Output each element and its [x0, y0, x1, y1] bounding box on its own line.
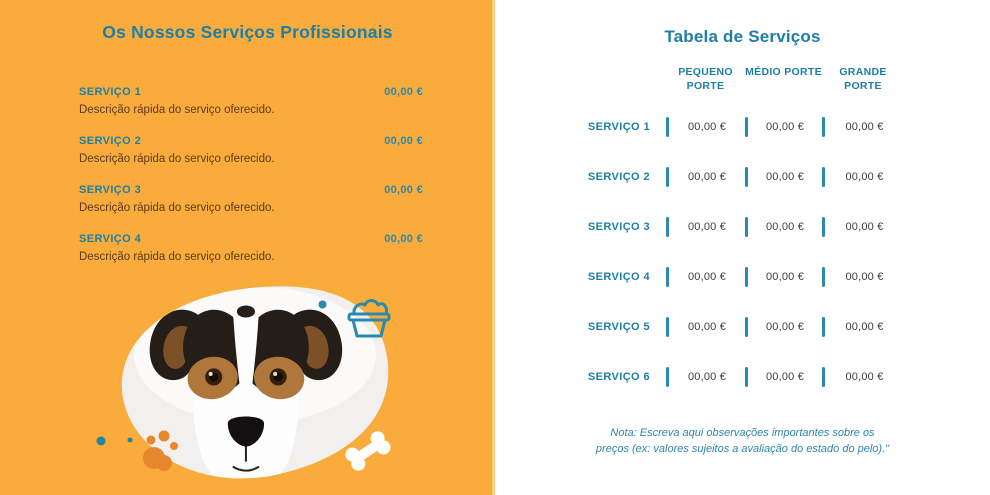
service-name: SERVIÇO 2: [79, 134, 142, 147]
price-cell: 00,00 €: [745, 352, 822, 402]
row-label: SERVIÇO 5: [587, 321, 650, 333]
price-table: PEQUENO PORTE MÉDIO PORTE GRANDE PORTE S…: [580, 66, 904, 402]
divider-bar: [666, 217, 669, 237]
bone-icon: [345, 431, 391, 471]
service-name: SERVIÇO 4: [79, 232, 142, 245]
right-panel-title: Tabela de Serviços: [664, 27, 821, 46]
price-value: 00,00 €: [845, 271, 884, 283]
price-cell: 00,00 €: [822, 352, 904, 402]
service-description: Descrição rápida do serviço oferecido.: [79, 250, 275, 263]
dot-decoration: [96, 436, 133, 446]
divider-bar: [822, 167, 825, 187]
divider-bar: [745, 267, 748, 287]
divider-bar: [822, 317, 825, 337]
divider-bar: [666, 317, 669, 337]
service-name: SERVIÇO 1: [79, 86, 142, 98]
price-cell: 00,00 €: [822, 252, 904, 302]
row-label: SERVIÇO 4: [587, 271, 650, 283]
divider-bar: [745, 217, 748, 237]
price-value: 00,00 €: [845, 321, 884, 333]
divider-bar: [666, 367, 669, 387]
service-item: SERVIÇO 1 00,00 € Descrição rápida do se…: [79, 86, 423, 118]
service-price: 00,00 €: [384, 86, 423, 98]
row-label: SERVIÇO 2: [587, 171, 650, 183]
price-cell: 00,00 €: [666, 152, 745, 202]
column-header-pequeno-porte: PEQUENO PORTE: [678, 66, 733, 92]
header-spacer: [580, 66, 666, 102]
price-cell: 00,00 €: [666, 102, 745, 152]
service-description: Descrição rápida do serviço oferecido.: [79, 201, 275, 214]
services-panel: Os Nossos Serviços Profissionais SERVIÇO…: [0, 0, 495, 495]
services-list: SERVIÇO 1 00,00 € Descrição rápida do se…: [79, 86, 423, 282]
pricing-note: Nota: Escreva aqui observações important…: [595, 427, 890, 455]
price-cell: 00,00 €: [745, 252, 822, 302]
price-cell: 00,00 €: [745, 202, 822, 252]
divider-bar: [745, 367, 748, 387]
price-value: 00,00 €: [687, 371, 727, 383]
service-description: Descrição rápida do serviço oferecido.: [79, 152, 275, 165]
price-value: 00,00 €: [687, 221, 727, 233]
price-cell: 00,00 €: [822, 202, 904, 252]
column-header-medio-porte: MÉDIO PORTE: [745, 66, 822, 78]
price-cell: 00,00 €: [666, 252, 745, 302]
dog-photo: [121, 286, 389, 479]
price-value: 00,00 €: [687, 121, 727, 133]
price-cell: 00,00 €: [745, 102, 822, 152]
price-cell: 00,00 €: [822, 102, 904, 152]
divider-bar: [745, 167, 748, 187]
price-table-panel: Tabela de Serviços PEQUENO PORTE MÉDIO P…: [495, 0, 990, 495]
divider-bar: [745, 317, 748, 337]
price-cell: 00,00 €: [745, 152, 822, 202]
price-value: 00,00 €: [765, 221, 805, 233]
service-price: 00,00 €: [384, 134, 423, 147]
left-panel-title: Os Nossos Serviços Profissionais: [102, 22, 393, 42]
service-price: 00,00 €: [384, 183, 423, 196]
service-description: Descrição rápida do serviço oferecido.: [79, 104, 275, 116]
divider-bar: [822, 117, 825, 137]
service-price: 00,00 €: [384, 232, 423, 245]
divider-bar: [666, 117, 669, 137]
row-label: SERVIÇO 3: [587, 221, 650, 233]
price-value: 00,00 €: [845, 171, 884, 183]
dog-bowl-icon: [347, 299, 391, 338]
row-label: SERVIÇO 6: [587, 371, 650, 383]
price-value: 00,00 €: [765, 371, 805, 383]
price-cell: 00,00 €: [666, 202, 745, 252]
price-value: 00,00 €: [765, 121, 805, 133]
service-name: SERVIÇO 3: [79, 183, 142, 196]
price-cell: 00,00 €: [666, 302, 745, 352]
divider-bar: [666, 267, 669, 287]
divider-bar: [745, 117, 748, 137]
price-cell: 00,00 €: [745, 302, 822, 352]
service-item: SERVIÇO 2 00,00 € Descrição rápida do se…: [79, 135, 423, 167]
divider-bar: [822, 217, 825, 237]
dot-decoration: [318, 300, 327, 309]
divider-bar: [822, 267, 825, 287]
price-value: 00,00 €: [765, 321, 805, 333]
price-value: 00,00 €: [845, 221, 884, 233]
price-value: 00,00 €: [765, 171, 805, 183]
price-value: 00,00 €: [845, 371, 884, 383]
price-value: 00,00 €: [687, 321, 727, 333]
service-item: SERVIÇO 3 00,00 € Descrição rápida do se…: [79, 184, 423, 216]
price-value: 00,00 €: [765, 271, 805, 283]
row-label: SERVIÇO 1: [587, 121, 650, 133]
paw-print-icon: [143, 430, 178, 471]
price-cell: 00,00 €: [822, 152, 904, 202]
price-value: 00,00 €: [845, 121, 884, 133]
price-value: 00,00 €: [687, 271, 727, 283]
column-header-grande-porte: GRANDE PORTE: [839, 66, 887, 92]
divider-bar: [666, 167, 669, 187]
panel-edge-highlight: [492, 0, 495, 495]
price-cell: 00,00 €: [666, 352, 745, 402]
price-cell: 00,00 €: [822, 302, 904, 352]
divider-bar: [822, 367, 825, 387]
price-value: 00,00 €: [687, 171, 727, 183]
service-item: SERVIÇO 4 00,00 € Descrição rápida do se…: [79, 233, 423, 265]
